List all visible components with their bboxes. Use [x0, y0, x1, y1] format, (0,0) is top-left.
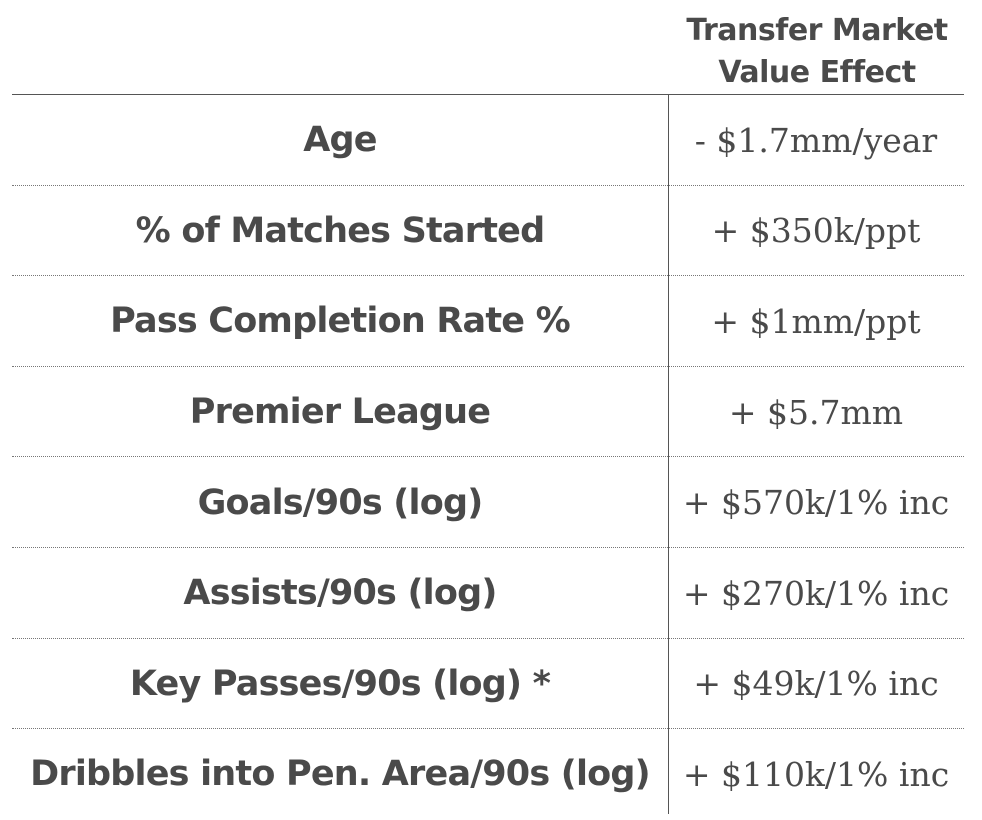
table-row: Age - $1.7mm/year — [12, 95, 964, 186]
table-row: % of Matches Started + $350k/ppt — [12, 186, 964, 277]
row-label: Dribbles into Pen. Area/90s (log) — [30, 754, 651, 795]
table-body: Age - $1.7mm/year % of Matches Started +… — [12, 95, 964, 820]
header-rule — [12, 94, 964, 95]
row-label: Premier League — [189, 392, 491, 433]
row-label: Assists/90s (log) — [183, 573, 497, 614]
table-row: Goals/90s (log) + $570k/1% inc — [12, 457, 964, 548]
column-header-transfer-market-value-effect: Transfer Market Value Effect — [670, 10, 964, 94]
row-value: + $1mm/ppt — [711, 301, 921, 341]
column-header-line-1: Transfer Market — [686, 13, 948, 48]
table-row: Pass Completion Rate % + $1mm/ppt — [12, 276, 964, 367]
row-value: + $350k/ppt — [711, 211, 921, 251]
table-row: Dribbles into Pen. Area/90s (log) + $110… — [12, 729, 964, 820]
row-value: + $110k/1% inc — [682, 754, 950, 794]
column-header-line-2: Value Effect — [718, 55, 916, 90]
row-label: Age — [303, 120, 377, 161]
row-value: + $270k/1% inc — [682, 573, 950, 613]
table-row: Assists/90s (log) + $270k/1% inc — [12, 548, 964, 639]
row-value: + $570k/1% inc — [682, 483, 950, 523]
row-label: % of Matches Started — [135, 210, 545, 251]
table-row: Key Passes/90s (log) * + $49k/1% inc — [12, 639, 964, 730]
row-value: + $49k/1% inc — [693, 664, 939, 704]
row-value: - $1.7mm/year — [694, 120, 938, 160]
table-row: Premier League + $5.7mm — [12, 367, 964, 458]
row-label: Goals/90s (log) — [197, 482, 484, 523]
row-label: Key Passes/90s (log) * — [129, 663, 551, 704]
row-value: + $5.7mm — [728, 392, 904, 432]
column-divider — [668, 95, 669, 814]
row-label: Pass Completion Rate % — [110, 301, 571, 342]
